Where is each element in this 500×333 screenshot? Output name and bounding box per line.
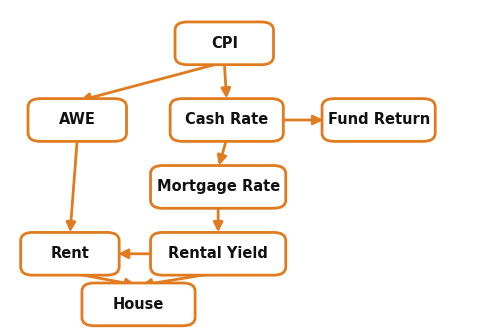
FancyBboxPatch shape <box>28 99 126 142</box>
Text: AWE: AWE <box>59 113 96 128</box>
FancyBboxPatch shape <box>175 22 274 65</box>
FancyBboxPatch shape <box>170 99 283 142</box>
FancyBboxPatch shape <box>82 283 195 326</box>
Text: CPI: CPI <box>211 36 238 51</box>
FancyBboxPatch shape <box>150 166 286 208</box>
FancyBboxPatch shape <box>20 232 119 275</box>
Text: Rental Yield: Rental Yield <box>168 246 268 261</box>
Text: House: House <box>113 297 164 312</box>
Text: Fund Return: Fund Return <box>328 113 430 128</box>
FancyBboxPatch shape <box>150 232 286 275</box>
Text: Rent: Rent <box>50 246 90 261</box>
Text: Cash Rate: Cash Rate <box>185 113 268 128</box>
FancyBboxPatch shape <box>322 99 435 142</box>
Text: Mortgage Rate: Mortgage Rate <box>156 179 280 194</box>
